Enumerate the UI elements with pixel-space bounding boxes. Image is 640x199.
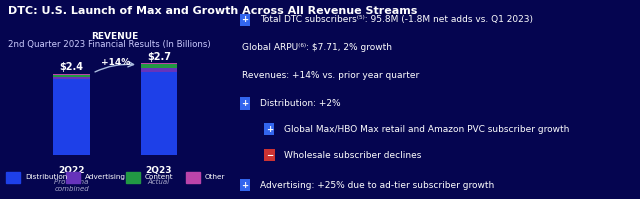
Bar: [53, 77, 90, 79]
Text: 2Q23: 2Q23: [145, 166, 172, 175]
Bar: [67, 172, 80, 183]
Text: $2.4: $2.4: [60, 62, 84, 72]
Bar: [126, 172, 140, 183]
Bar: [53, 74, 90, 77]
Text: $2.7: $2.7: [147, 52, 171, 61]
Text: Distribution: +2%: Distribution: +2%: [260, 99, 340, 108]
Text: Wholesale subscriber declines: Wholesale subscriber declines: [284, 151, 422, 160]
Bar: [141, 64, 177, 68]
Text: Advertising: Advertising: [84, 174, 125, 180]
Text: +: +: [241, 180, 248, 190]
Text: +: +: [266, 125, 273, 134]
Bar: [186, 172, 200, 183]
Text: −: −: [266, 151, 273, 160]
Text: Actual: Actual: [148, 179, 170, 185]
Bar: [141, 63, 177, 64]
Text: Pro forma
combined: Pro forma combined: [54, 179, 89, 192]
Text: Advertising: +25% due to ad-tier subscriber growth: Advertising: +25% due to ad-tier subscri…: [260, 180, 494, 190]
Text: +: +: [241, 99, 248, 108]
Text: +: +: [241, 15, 248, 24]
Bar: [53, 79, 90, 155]
Bar: [141, 68, 177, 72]
Text: +14%: +14%: [100, 58, 130, 67]
Bar: [141, 72, 177, 155]
Text: Global ARPU⁽⁶⁾: $7.71, 2% growth: Global ARPU⁽⁶⁾: $7.71, 2% growth: [242, 43, 392, 52]
Text: Revenues: +14% vs. prior year quarter: Revenues: +14% vs. prior year quarter: [242, 71, 419, 80]
Text: REVENUE: REVENUE: [92, 32, 139, 41]
Text: Other: Other: [205, 174, 225, 180]
Bar: [6, 172, 20, 183]
Text: DTC: U.S. Launch of Max and Growth Across All Revenue Streams: DTC: U.S. Launch of Max and Growth Acros…: [8, 6, 417, 16]
Text: Global Max/HBO Max retail and Amazon PVC subscriber growth: Global Max/HBO Max retail and Amazon PVC…: [284, 125, 570, 134]
Text: Distribution: Distribution: [25, 174, 67, 180]
Text: 2nd Quarter 2023 Financial Results (In Billions): 2nd Quarter 2023 Financial Results (In B…: [8, 40, 211, 49]
Text: Total DTC subscribers⁽⁵⁾: 95.8M (-1.8M net adds vs. Q1 2023): Total DTC subscribers⁽⁵⁾: 95.8M (-1.8M n…: [260, 15, 533, 24]
Text: Content: Content: [145, 174, 173, 180]
Text: 2Q22: 2Q22: [58, 166, 85, 175]
